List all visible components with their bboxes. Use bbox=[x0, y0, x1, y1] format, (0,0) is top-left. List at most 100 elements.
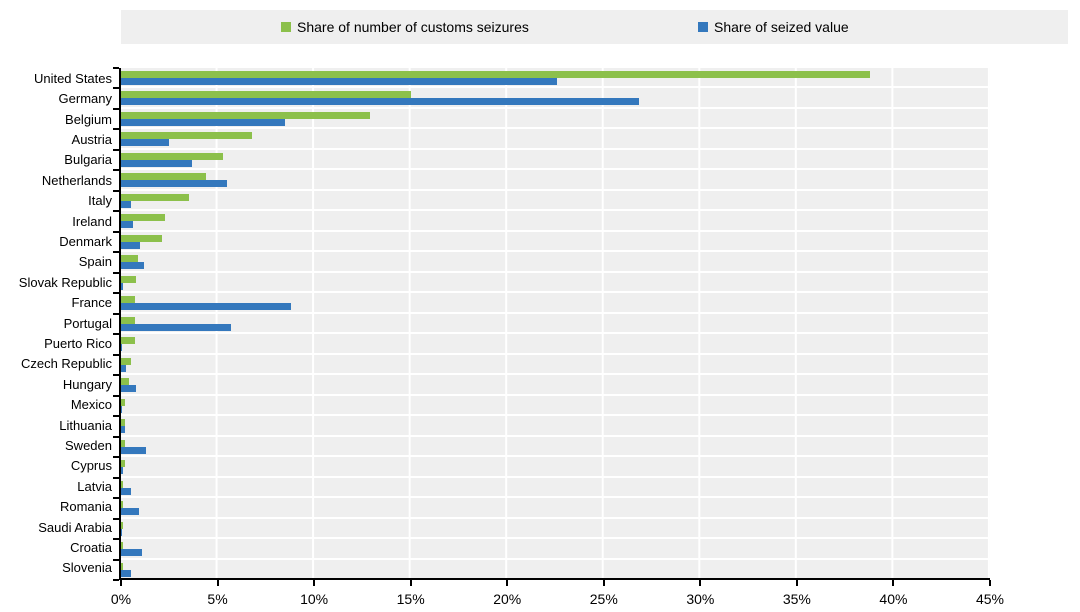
category-label: Hungary bbox=[62, 376, 112, 392]
bar-customs-seizures bbox=[121, 337, 135, 345]
chart-row bbox=[121, 88, 990, 109]
x-axis-tick-label: 25% bbox=[589, 591, 618, 607]
bar-customs-seizures bbox=[121, 193, 189, 201]
bar-customs-seizures bbox=[121, 91, 411, 99]
bar-customs-seizures bbox=[121, 132, 253, 140]
legend: Share of number of customs seizures Shar… bbox=[121, 10, 1068, 44]
y-axis-tick bbox=[113, 169, 119, 172]
bar-customs-seizures bbox=[121, 152, 224, 160]
bar-seized-value bbox=[121, 385, 137, 393]
y-axis-tick bbox=[113, 251, 119, 254]
bar-seized-value bbox=[121, 323, 232, 331]
chart-row bbox=[121, 109, 990, 130]
category-label: Saudi Arabia bbox=[38, 519, 112, 535]
category-label: Germany bbox=[58, 91, 112, 107]
bar-seized-value bbox=[121, 426, 125, 434]
chart-row bbox=[121, 252, 990, 273]
bar-seized-value bbox=[121, 467, 123, 475]
x-axis-tick bbox=[795, 580, 798, 586]
x-axis-tick bbox=[602, 580, 605, 586]
x-axis: 0% 5% 10% 15% 20% 25% 30% 35% 40% 45% bbox=[111, 580, 1004, 612]
category-label: Cyprus bbox=[70, 458, 112, 474]
bar-customs-seizures bbox=[121, 398, 125, 406]
bar-seized-value bbox=[121, 262, 145, 270]
x-axis-tick-label: 35% bbox=[782, 591, 811, 607]
bar-customs-seizures bbox=[121, 296, 135, 304]
bar-customs-seizures bbox=[121, 439, 125, 447]
y-axis-tick bbox=[113, 476, 119, 479]
y-axis-tick bbox=[113, 579, 119, 581]
bar-seized-value bbox=[121, 282, 123, 290]
y-axis-tick bbox=[113, 230, 119, 233]
chart-row bbox=[121, 129, 990, 150]
x-axis-tick bbox=[216, 580, 219, 586]
bar-customs-seizures bbox=[121, 173, 206, 181]
bar-customs-seizures bbox=[121, 480, 123, 488]
y-axis-tick bbox=[113, 292, 119, 295]
bar-seized-value bbox=[121, 200, 131, 208]
y-axis-tick bbox=[113, 148, 119, 151]
x-axis-tick bbox=[313, 580, 316, 586]
bar-seized-value bbox=[121, 344, 122, 352]
y-axis-tick bbox=[113, 435, 119, 438]
y-axis-tick bbox=[113, 312, 119, 315]
bar-customs-seizures bbox=[121, 521, 123, 529]
y-axis-tick bbox=[113, 415, 119, 418]
y-axis-tick bbox=[113, 67, 119, 69]
legend-item-customs-seizures: Share of number of customs seizures bbox=[281, 10, 529, 44]
x-axis-tick bbox=[120, 580, 122, 586]
y-axis-tick bbox=[113, 87, 119, 90]
chart-row bbox=[121, 191, 990, 212]
legend-label-seized-value: Share of seized value bbox=[714, 19, 849, 35]
bar-seized-value bbox=[121, 549, 143, 557]
category-label: Slovak Republic bbox=[18, 274, 112, 290]
x-axis-tick bbox=[409, 580, 412, 586]
bar-customs-seizures bbox=[121, 255, 139, 263]
chart-row bbox=[121, 539, 990, 560]
bar-customs-seizures bbox=[121, 378, 129, 386]
chart-row bbox=[121, 416, 990, 437]
bar-seized-value bbox=[121, 180, 228, 188]
bar-seized-value bbox=[121, 118, 286, 126]
bar-seized-value bbox=[121, 241, 141, 249]
y-axis-tick bbox=[113, 517, 119, 520]
chart-row bbox=[121, 232, 990, 253]
bar-seized-value bbox=[121, 569, 131, 577]
category-label: Czech Republic bbox=[20, 356, 112, 372]
chart-row bbox=[121, 396, 990, 417]
bar-seized-value bbox=[121, 364, 126, 372]
y-axis-labels: United States Germany Belgium Austria Bulgar… bbox=[0, 68, 112, 578]
bar-seized-value bbox=[121, 405, 122, 413]
bar-customs-seizures bbox=[121, 275, 137, 283]
y-axis-tick bbox=[113, 353, 119, 356]
chart-row bbox=[121, 560, 990, 578]
x-axis-tick bbox=[699, 580, 702, 586]
bar-customs-seizures bbox=[121, 214, 166, 222]
bar-seized-value bbox=[121, 303, 291, 311]
y-axis-tick bbox=[113, 497, 119, 500]
chart-row bbox=[121, 273, 990, 294]
legend-swatch-blue-icon bbox=[698, 22, 708, 32]
category-label: Ireland bbox=[72, 213, 112, 229]
bar-seized-value bbox=[121, 98, 639, 106]
y-axis-tick bbox=[113, 456, 119, 459]
chart-row bbox=[121, 355, 990, 376]
x-axis-tick-label: 5% bbox=[207, 591, 228, 607]
category-label: France bbox=[71, 295, 112, 311]
bar-seized-value bbox=[121, 528, 122, 536]
bar-customs-seizures bbox=[121, 71, 871, 78]
y-axis-tick bbox=[113, 538, 119, 541]
x-axis-tick-label: 20% bbox=[493, 591, 522, 607]
x-axis-tick-label: 30% bbox=[686, 591, 715, 607]
bar-customs-seizures bbox=[121, 111, 371, 119]
category-label: Romania bbox=[59, 499, 112, 515]
chart-row bbox=[121, 211, 990, 232]
chart-row bbox=[121, 375, 990, 396]
y-axis-tick bbox=[113, 107, 119, 110]
category-label: Slovenia bbox=[62, 560, 112, 576]
category-label: Belgium bbox=[65, 111, 112, 127]
category-label: Spain bbox=[78, 254, 112, 270]
category-label: Denmark bbox=[59, 233, 112, 249]
y-axis-tick bbox=[113, 189, 119, 192]
